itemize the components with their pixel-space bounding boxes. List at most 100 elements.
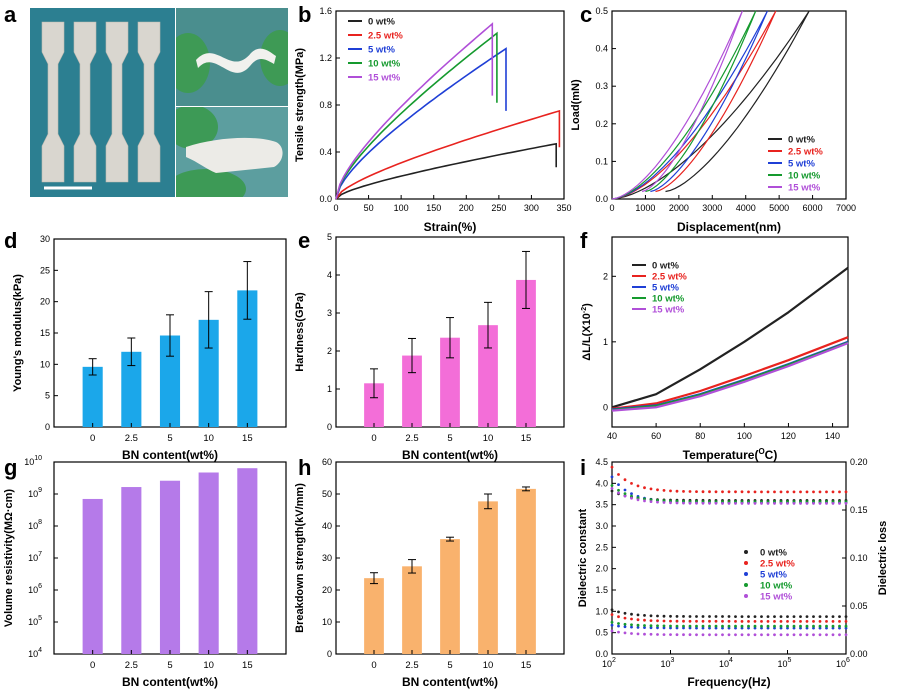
- b-series-2: [335, 47, 507, 200]
- i-series-4: [610, 487, 848, 637]
- b-xtick-label-1: 50: [364, 203, 374, 213]
- i-loss-point-4-34: [831, 633, 835, 637]
- h-ytick-label-2: 20: [322, 585, 332, 595]
- i-eps-point-1-24: [766, 490, 770, 494]
- f-legend-label-2: 5 wt%: [652, 283, 679, 294]
- i-series-0: [610, 489, 848, 618]
- b-xtick-label-2: 100: [394, 203, 409, 213]
- b-xtick-label-3: 150: [426, 203, 441, 213]
- i-eps-point-1-8: [662, 489, 666, 492]
- c-xtick-label-2: 2000: [669, 203, 689, 213]
- d-ylabel: Young's modulus(kPa): [12, 274, 24, 392]
- e-xtick-label-1: 2.5: [405, 433, 418, 444]
- i-eps-point-4-13: [695, 501, 698, 505]
- b-ytick-label-0: 0.0: [319, 194, 332, 204]
- h-ylabel: Breakdown strength(kV/mm): [294, 483, 306, 633]
- d-xtick-label-1: 2.5: [125, 433, 138, 444]
- c-xtick-label-4: 4000: [736, 203, 756, 213]
- i-loss-point-1-15: [708, 619, 711, 623]
- c-legend-label-0: 0 wt%: [788, 135, 815, 146]
- i-legend-swatch-2: [744, 572, 748, 576]
- c-ytick-label-2: 0.2: [595, 119, 608, 129]
- i-legend-swatch-0: [744, 550, 748, 554]
- i-eps-point-3-0: [610, 484, 614, 487]
- e-ytick-label-0: 0: [327, 422, 332, 432]
- i-eps-point-1-25: [773, 490, 776, 494]
- i-xtick-label-3: 105: [778, 657, 792, 669]
- i-loss-point-4-24: [766, 633, 770, 637]
- i-loss-point-1-31: [812, 620, 815, 623]
- i-eps-point-4-28: [792, 502, 796, 505]
- d-bar-4: [237, 290, 258, 427]
- i-ytick-label-0: 0.0: [595, 649, 608, 659]
- i-eps-point-1-10: [675, 489, 679, 493]
- h-xtick-label-1: 2.5: [405, 660, 418, 671]
- i-eps-point-4-27: [786, 502, 789, 505]
- h-xlabel: BN content(wt%): [402, 675, 498, 689]
- e-bar-2: [440, 337, 460, 427]
- i-loss-point-4-19: [734, 633, 737, 637]
- f-ytick-label-1: 1: [603, 337, 608, 347]
- i-loss-point-4-7: [656, 633, 659, 636]
- i-loss-point-3-26: [779, 624, 783, 628]
- i-loss-point-3-7: [656, 624, 659, 628]
- i-loss-point-3-17: [721, 624, 724, 628]
- g-bar-3: [198, 472, 219, 654]
- i-loss-point-0-24: [766, 615, 770, 618]
- i-loss-point-1-34: [831, 620, 835, 623]
- i-loss-point-3-21: [747, 624, 750, 628]
- i-loss-point-1-30: [805, 620, 809, 623]
- g-bar-2: [159, 480, 181, 654]
- i-eps-point-1-29: [799, 490, 802, 494]
- i-loss-point-0-12: [688, 615, 692, 618]
- i-eps-point-4-29: [799, 502, 802, 505]
- i-eps-point-4-2: [623, 494, 627, 498]
- i-loss-point-4-1: [617, 630, 620, 634]
- i-eps-point-1-36: [844, 490, 848, 494]
- i-eps-point-1-4: [636, 484, 640, 488]
- b-legend-label-4: 15 wt%: [368, 73, 401, 84]
- i-loss-point-0-5: [643, 614, 646, 617]
- i-eps-point-1-11: [682, 490, 685, 493]
- h-ytick-label-4: 40: [322, 521, 332, 531]
- e-bar-1: [402, 355, 422, 427]
- i-eps-point-4-33: [825, 502, 828, 505]
- i-loss-point-1-14: [701, 619, 705, 623]
- i-ytick2-label-2: 0.10: [850, 553, 868, 563]
- i-eps-point-4-10: [675, 501, 679, 505]
- c-series-0: [611, 10, 810, 200]
- i-legend-label-3: 10 wt%: [760, 581, 793, 592]
- g-bar-4: [237, 468, 258, 654]
- d-ytick-label-6: 30: [40, 234, 50, 244]
- i-ytick2-label-1: 0.05: [850, 601, 868, 611]
- i-legend-swatch-3: [744, 583, 748, 587]
- i-eps-point-2-0: [610, 475, 614, 479]
- i-loss-point-3-33: [825, 624, 828, 628]
- i-eps-point-4-34: [831, 502, 835, 505]
- b-ytick-label-1: 0.4: [319, 147, 332, 157]
- g-ytick-label-2: 106: [28, 583, 42, 595]
- b-xlabel: Strain(%): [424, 220, 477, 234]
- i-loss-point-4-10: [675, 633, 679, 637]
- b-xtick-label-5: 250: [491, 203, 506, 213]
- i-loss-point-4-13: [695, 633, 698, 637]
- f-series-0: [611, 266, 849, 409]
- panel-letter-h: h: [298, 455, 312, 480]
- g-bar-1: [121, 487, 142, 654]
- i-eps-point-3-3: [630, 494, 633, 498]
- d-bar-2: [159, 335, 181, 427]
- i-eps-point-4-3: [630, 496, 633, 500]
- i-loss-point-0-10: [675, 615, 679, 618]
- i-loss-point-2-15: [708, 626, 711, 630]
- i-loss-point-4-25: [773, 633, 776, 637]
- i-loss-point-3-24: [766, 624, 770, 628]
- i-loss-point-0-21: [747, 615, 750, 618]
- i-eps-point-2-1: [617, 483, 620, 486]
- h-ytick-label-1: 10: [322, 617, 332, 627]
- i-loss-point-0-0: [610, 608, 614, 612]
- i-loss-point-4-30: [805, 633, 809, 637]
- i-loss-point-1-18: [727, 619, 731, 623]
- i-loss-point-2-3: [630, 625, 633, 629]
- i-loss-point-1-23: [760, 620, 763, 623]
- i-loss-point-4-35: [838, 633, 841, 637]
